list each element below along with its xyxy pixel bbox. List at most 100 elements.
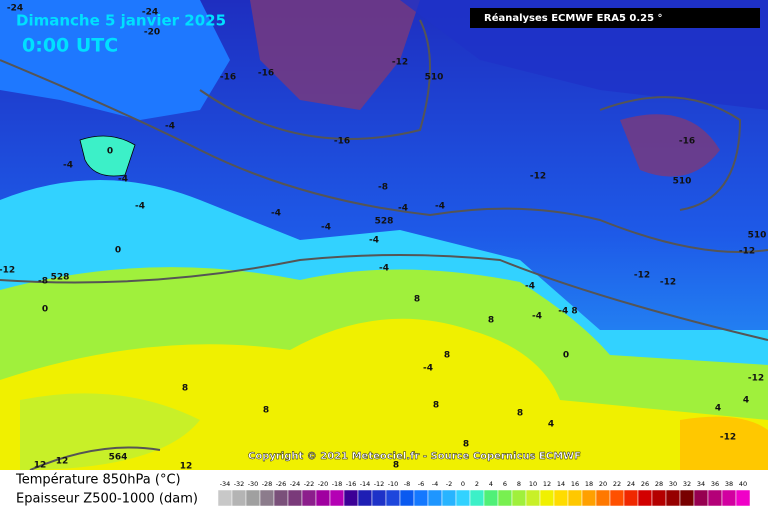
map-label: -4 [532,312,542,322]
map-label: 0 [42,305,48,315]
scale-label: -4 [432,480,438,488]
scale-label: 12 [543,480,551,488]
scale-label: 0 [461,480,465,488]
scale-swatch [301,489,317,507]
scale-label: -22 [304,480,315,488]
scale-label: -26 [276,480,287,488]
scale-label: -24 [290,480,301,488]
scale-swatch [707,489,723,507]
date: Dimanche 5 janvier 2025 [16,12,226,30]
map-label: -4 [63,161,73,171]
scale-swatch [511,489,527,507]
scale-swatch [385,489,401,507]
map-label: -4 [525,282,535,292]
scale-label: 20 [599,480,607,488]
scale-label: -30 [248,480,259,488]
map-label: -12 [748,374,764,384]
map-label: -12 [660,278,676,288]
scale-label: 28 [655,480,663,488]
map-label: 8 [488,316,494,326]
map-label: -16 [220,73,236,83]
scale-swatch [287,489,303,507]
map-label: -4 [118,175,128,185]
scale-swatch [637,489,653,507]
map-label: 0 [563,351,569,361]
map-label: 8 [182,384,188,394]
map-label: -12 [720,433,736,443]
map-label: -16 [258,69,274,79]
source-box [470,8,760,28]
map-label: -4 [398,204,408,214]
map-label: 528 [51,273,70,283]
scale-swatch [231,489,247,507]
map-label: 4 [743,396,749,406]
scale-label: 18 [585,480,593,488]
scale-label: -8 [404,480,410,488]
scale-label: 24 [627,480,635,488]
map-label: 8 [263,406,269,416]
scale-swatch [721,489,737,507]
map-label: 0 [107,147,113,157]
map-label: -12 [392,58,408,68]
scale-label: -28 [262,480,273,488]
scale-label: -2 [446,480,452,488]
scale-label: -10 [388,480,399,488]
scale-label: 30 [669,480,677,488]
map-label: -12 [634,271,650,281]
legend-title: Epaisseur Z500-1000 (dam) [16,492,198,507]
scale-label: -18 [332,480,343,488]
scale-swatch [609,489,625,507]
map-label: 8 [463,440,469,450]
time: 0:00 UTC [22,35,118,57]
scale-label: 40 [739,480,747,488]
map-label: 8 [433,401,439,411]
scale-swatch [329,489,345,507]
scale-label: 36 [711,480,719,488]
scale-swatch [553,489,569,507]
scale-label: 10 [529,480,537,488]
scale-label: 34 [697,480,705,488]
scale-label: 22 [613,480,621,488]
map-label: -24 [142,8,158,18]
scale-label: 2 [475,480,479,488]
map-label: -16 [334,137,350,147]
scale-label: 6 [503,480,507,488]
map-label: 564 [109,453,128,463]
scale-swatch [413,489,429,507]
scale-swatch [665,489,681,507]
scale-swatch [217,489,233,507]
scale-label: -6 [418,480,424,488]
scale-swatch [595,489,611,507]
scale-label: 8 [517,480,521,488]
map-label: -8 [378,183,388,193]
scale-label: -16 [346,480,357,488]
scale-swatch [343,489,359,507]
scale-swatch [483,489,499,507]
scale-swatch [441,489,457,507]
map-label: 12 [180,462,193,472]
scale-label: 32 [683,480,691,488]
scale-swatch [259,489,275,507]
scale-label: -20 [318,480,329,488]
map-label: -12 [0,266,15,276]
map-label: -4 [321,223,331,233]
copyright: Copyright © 2021 Meteociel.fr - Source C… [248,451,581,462]
map-label: -12 [739,247,755,257]
map-label: 510 [673,177,692,187]
map-label: 12 [34,461,47,471]
map-label: -4 [423,364,433,374]
map-label: -4 [369,236,379,246]
map-label: -4 8 [558,307,577,317]
map-label: -8 [38,277,48,287]
scale-swatch [679,489,695,507]
scale-swatch [651,489,667,507]
color-scale: -34 -32 -30 -28 -26 -24 -22 -20 -18 -16 -14 -12 -10-… [217,480,751,507]
map-label: 510 [748,231,767,241]
map-label: 8 [393,461,399,471]
map-label: 0 [115,246,121,256]
map-label: 12 [56,457,69,467]
map-label: -4 [135,202,145,212]
map-label: 510 [425,73,444,83]
scale-swatch [623,489,639,507]
map-label: -4 [271,209,281,219]
